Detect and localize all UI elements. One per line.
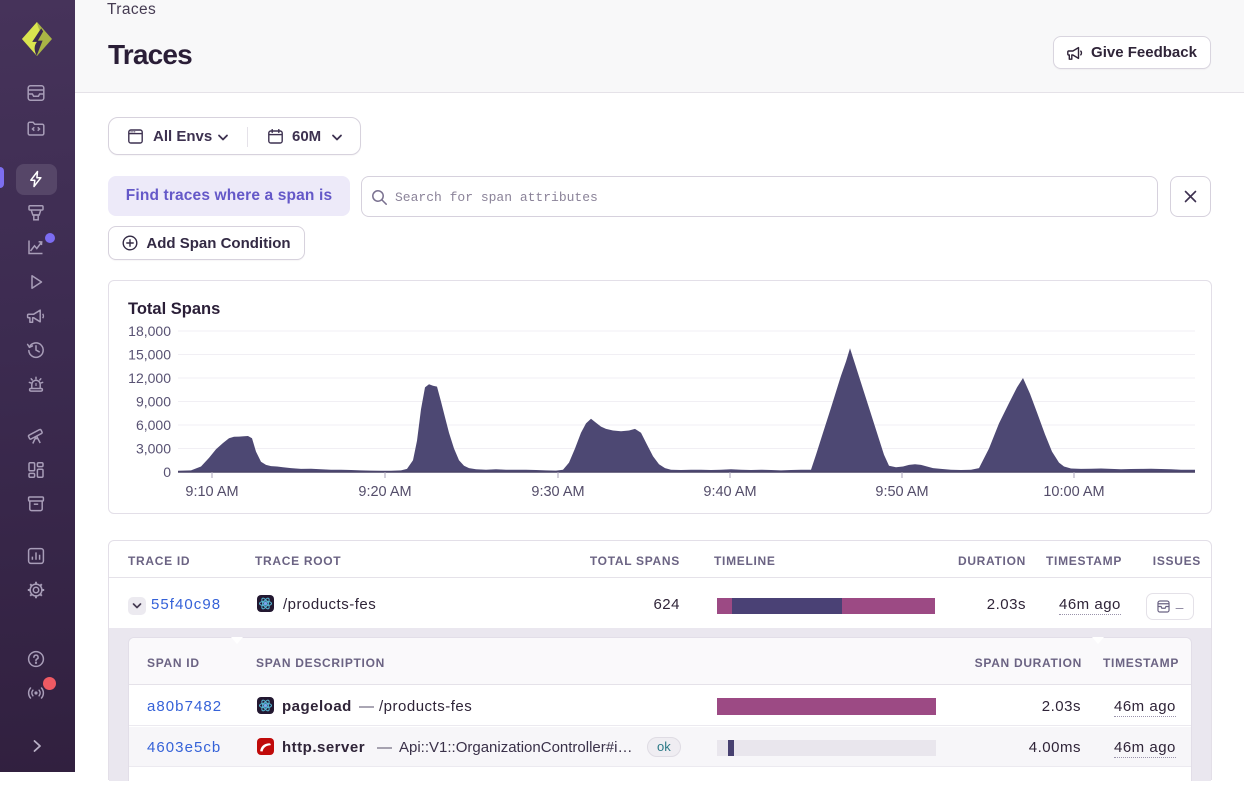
svg-text:9,000: 9,000 bbox=[136, 394, 171, 410]
svg-text:9:30 AM: 9:30 AM bbox=[531, 484, 584, 500]
svg-text:3,000: 3,000 bbox=[136, 441, 171, 457]
svg-text:9:40 AM: 9:40 AM bbox=[703, 484, 756, 500]
svg-text:6,000: 6,000 bbox=[136, 417, 171, 433]
svg-text:18,000: 18,000 bbox=[128, 323, 171, 339]
svg-text:9:20 AM: 9:20 AM bbox=[358, 484, 411, 500]
svg-text:12,000: 12,000 bbox=[128, 370, 171, 386]
svg-text:9:50 AM: 9:50 AM bbox=[875, 484, 928, 500]
svg-text:15,000: 15,000 bbox=[128, 347, 171, 363]
svg-text:0: 0 bbox=[163, 464, 171, 480]
svg-text:10:00 AM: 10:00 AM bbox=[1043, 484, 1104, 500]
svg-text:9:10 AM: 9:10 AM bbox=[185, 484, 238, 500]
